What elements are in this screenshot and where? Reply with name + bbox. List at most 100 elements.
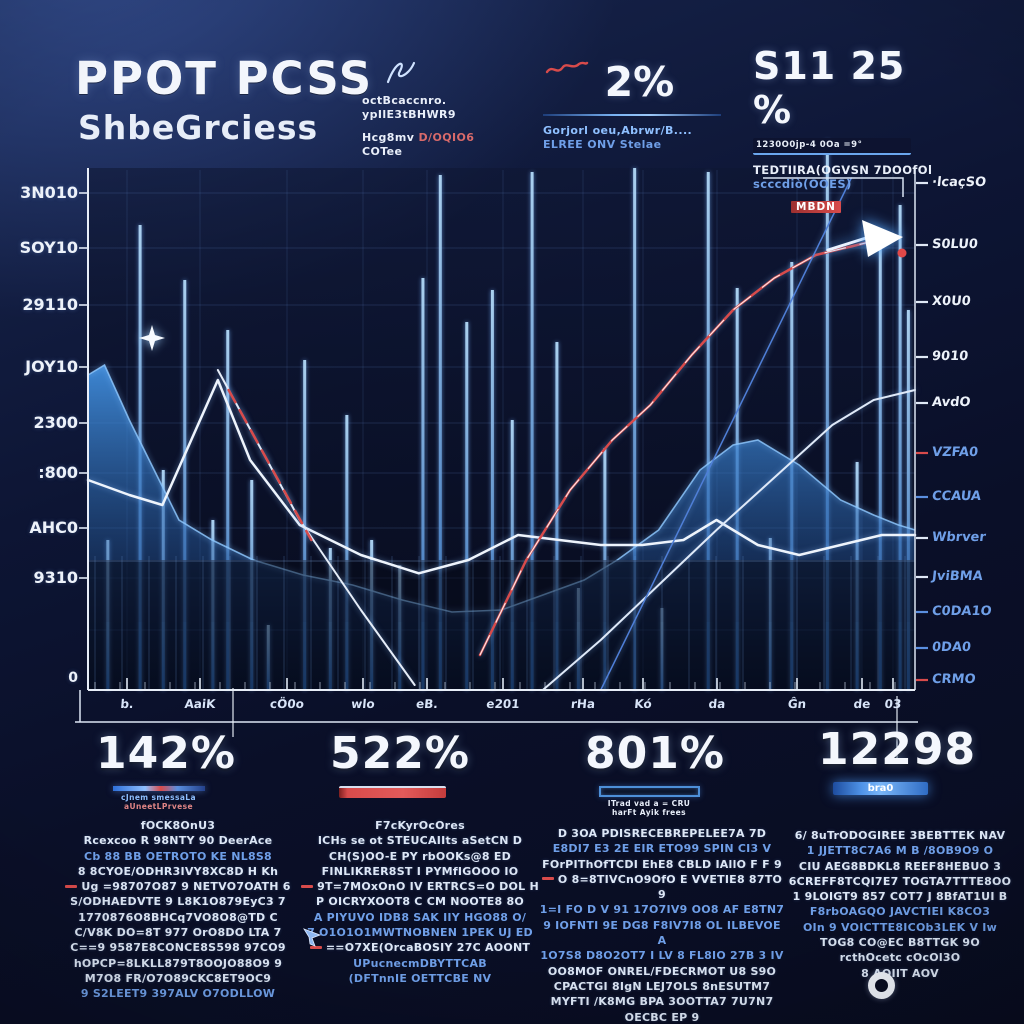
volume-bar	[555, 342, 559, 690]
score-bracket	[763, 177, 904, 197]
cursor-arrow-icon	[303, 928, 322, 947]
footnote-line: A PIYUVO IDB8 SAK IIY HGO88 O/	[313, 910, 527, 924]
y-axis-label-right: VZFA0	[931, 445, 979, 460]
footnote-line: OIn 9 VOICTTE8ICOb3LEK V Iw	[802, 920, 998, 934]
footnote-line: 1O7S8 D8O2OT7 I LV 8 FL8IO 27B 3 IV	[540, 949, 784, 963]
y-axis-zero-label: 0	[68, 670, 78, 686]
y-axis-label-right: 9010	[931, 349, 969, 364]
footnote-line: 6CREFF8TCQI7E7 TOGTA7TTTE8OO	[788, 874, 1012, 888]
white-descending-diagonal	[216, 369, 416, 686]
trend-highlight	[479, 239, 878, 656]
divider-line	[543, 114, 721, 116]
stat-card-4: 12298 bra0	[818, 724, 977, 795]
footnote-line: ==O7XE(OrcaBOSIY 27C AOONT	[295, 940, 545, 955]
volume-bar	[345, 415, 349, 690]
percent-caption: Gorjorl oeu,Abrwr/B....	[543, 124, 693, 137]
note-subline-white: Hcg8mv	[362, 131, 419, 144]
header-block-score: S11 25 % 1230O0jp-4 0Oa =9° TEDTIIRA(OGV…	[753, 44, 933, 214]
footnote-line: 7 O1O1O1MWTNOBNEN 1PEK UJ ED	[307, 926, 533, 940]
footnote-line: OECBC EP 9	[624, 1010, 700, 1024]
trend-arrow-icon	[862, 220, 903, 257]
y-axis-label-right: X0U0	[931, 294, 972, 309]
footnote-line: Rcexcoo R 98NTY 90 DeerAce	[83, 834, 273, 848]
x-axis-label: eB.	[415, 697, 439, 711]
x-axis-label: 03	[884, 697, 902, 711]
y-axis-label-right: Wbrver	[931, 530, 987, 545]
footnote-line: CIU AEG8BDKL8 REEF8HEBUO 3	[798, 859, 1002, 873]
volume-bar	[825, 140, 829, 690]
score-progress-bar: 1230O0jp-4 0Oa =9°	[753, 138, 911, 155]
white-rising-support	[541, 389, 916, 691]
footnote-line: M7O8 FR/O7O89CKC8ET9OC9	[84, 971, 272, 985]
footnote-line: FINLIKRER8ST I PYMfIGOOO IO	[321, 864, 519, 878]
footnote-line: O 8=8TIVCnO9OfO E VVETIE8 87TO 9	[537, 872, 787, 903]
footnote-line: E8DI7 E3 2E EIR ETO99 SPIN CI3 V	[552, 842, 772, 856]
y-axis-label-right: AvdO	[931, 395, 972, 410]
y-axis-label-left: 3N010	[20, 183, 78, 202]
status-badge: MBDN	[791, 201, 841, 213]
volume-bar	[510, 420, 514, 690]
x-axis-label: b.	[119, 697, 135, 711]
footnote-line: 9 S2LEET9 397ALV O7ODLLOW	[80, 987, 276, 1001]
y-axis-label-left: JOY10	[25, 357, 78, 376]
note-subline: COTee	[362, 145, 403, 158]
volume-bar	[898, 205, 902, 690]
blue-straight-diagonal	[599, 177, 853, 691]
footnote-line: D 3OA PDISRECEBREPELEE7A 7D	[557, 827, 767, 840]
y-axis-label-left: 9310	[33, 568, 78, 587]
stat-value: 522%	[330, 728, 470, 779]
footnote-line: 1 9LOIGT9 857 COT7 J 8BfAT1UI B	[792, 890, 1008, 904]
header-block-notes: octBcaccnro. ypIlE3tBHWR9 Hcg8mv D/OQIO6…	[362, 56, 532, 159]
footnote-line: ICHs se ot STEUCAIIts aSetCN D	[317, 834, 523, 848]
y-axis-label-right: JviBMA	[931, 569, 984, 584]
red-dash-mark	[65, 884, 78, 888]
volume-bar	[906, 310, 910, 690]
stat-value: 12298	[818, 724, 977, 775]
y-axis-label-right: C0DA1O	[931, 604, 993, 619]
white-wavy-midline	[86, 378, 917, 575]
footnote-line: (DFTnnIE OETTCBE NV	[348, 971, 492, 985]
y-axis-label-right: 0DA0	[931, 640, 972, 655]
red-dash-mark	[541, 877, 554, 881]
percent-value: 2%	[604, 58, 675, 106]
volume-bar	[421, 278, 425, 690]
x-axis-label: e201	[485, 697, 521, 711]
footnote-line: 6/ 8uTrODOGIREE 3BEBTTEK NAV	[794, 829, 1006, 842]
stat-bar: bra0	[833, 782, 928, 795]
trend-arrow-dot	[897, 248, 907, 258]
footnote-line: 1770876O8BHCq7VO8O8@TD C	[78, 910, 278, 924]
stat-bar	[339, 786, 446, 798]
stat-card-1: 142% cJnem smessaLa aUneetLPrvese	[96, 728, 235, 811]
footnote-line: Cb 88 BB OETROTO KE NL8S8	[84, 849, 272, 863]
x-axis-label: cÖ0o	[269, 697, 305, 711]
x-axis-label: AaiK	[183, 697, 217, 711]
note-line: ypIlE3tBHWR9	[362, 108, 456, 121]
volume-bar	[530, 172, 534, 690]
red-scribble-icon	[545, 61, 589, 74]
footnote-column-4: 6/ 8uTrODOGIREE 3BEBTTEK NAV 1 JJETT8C7A6…	[775, 828, 1024, 981]
footnote-line: hOPCP=8LKLL879T8OOJO88O9 9	[73, 956, 283, 970]
footnote-line: S/ODHAEDVTE 9 L8K1O879EyC3 7	[70, 895, 286, 909]
volume-bar	[490, 290, 494, 690]
volume-bar	[303, 360, 307, 690]
y-axis-label-right: CRMO	[931, 672, 977, 687]
footnote-line: 8 AOIIT AOV	[861, 966, 939, 980]
x-axis-label: da	[708, 697, 726, 711]
footnote-line: CPACTGI 8IgN LEJ7OLS 8nESUTM7	[553, 979, 771, 993]
dark-band	[88, 622, 915, 690]
y-axis-label-left: 2300	[33, 413, 78, 432]
footnote-column-3: D 3OA PDISRECEBREPELEE7A 7D E8DI7 E3 2E E…	[537, 826, 787, 1024]
volume-bar	[183, 280, 187, 690]
footnote-column-1: fOCK8OnU3 Rcexcoo R 98NTY 90 DeerAce Cb 88…	[53, 818, 303, 1002]
footnote-line: 9 IOFNTI 9E DG8 F8IV7I8 OL ILBEVOE A	[543, 918, 781, 948]
pen-scribble-icon	[386, 61, 416, 84]
footnote-line: C/V8K DO=8T 977 OrO8DO LTA 7	[74, 926, 282, 940]
footnote-line: F7cKyrOcOres	[375, 819, 465, 832]
footnote-line: OO8MOF ONREL/FDECRMOT U8 S9O	[547, 964, 777, 978]
footnote-line: MYFTI /K8MG BPA 3OOTTA7 7U7N7	[550, 995, 774, 1009]
stat-bar	[598, 786, 700, 797]
note-subline: Hcg8mv D/OQIO6	[362, 131, 532, 145]
score-value: S11 25 %	[753, 44, 906, 132]
volume-bar	[226, 330, 230, 690]
volume-bar	[878, 238, 882, 690]
